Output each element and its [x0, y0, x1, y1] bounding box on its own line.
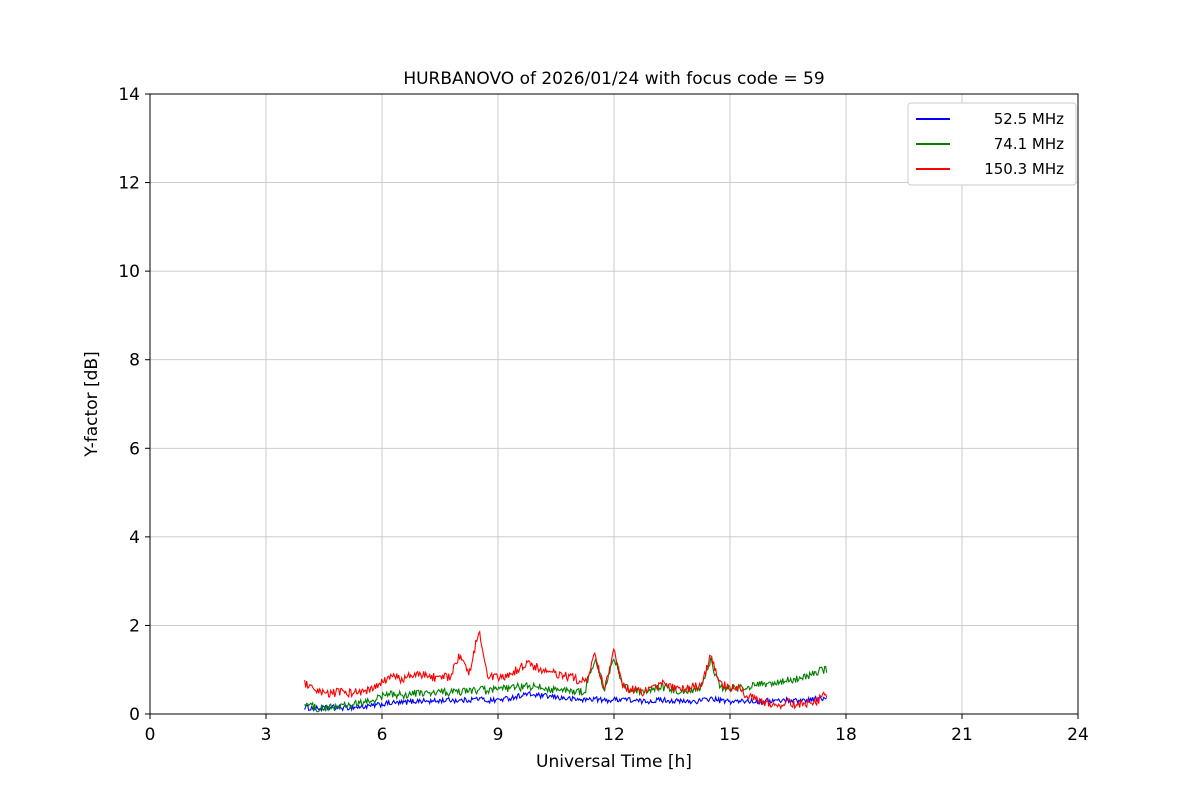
y-tick-label: 8 [129, 351, 140, 371]
y-tick-label: 0 [129, 705, 140, 725]
legend-label: 150.3 MHz [984, 160, 1064, 178]
series-line-52-5-mhz [304, 690, 828, 713]
series-layer [304, 629, 828, 713]
x-tick-label: 24 [1067, 725, 1089, 745]
y-tick-label: 14 [118, 85, 140, 105]
grid-layer [149, 93, 1079, 715]
legend-box [907, 102, 1077, 186]
x-tick-label: 3 [261, 725, 272, 745]
series-line-74-1-mhz [304, 656, 828, 713]
y-tick-label: 4 [129, 528, 140, 548]
x-tick-label: 15 [719, 725, 741, 745]
y-axis-label: Y-factor [dB] [82, 351, 102, 457]
y-tick-label: 6 [129, 439, 140, 459]
y-tick-label: 12 [118, 174, 140, 194]
x-tick-label: 18 [835, 725, 857, 745]
x-tick-label: 6 [377, 725, 388, 745]
chart-title: HURBANOVO of 2026/01/24 with focus code … [403, 69, 824, 89]
legend-label: 52.5 MHz [994, 110, 1064, 128]
x-tick-label: 21 [951, 725, 973, 745]
y-tick-label: 2 [129, 616, 140, 636]
series-line-150-3-mhz [304, 629, 828, 710]
x-tick-label: 0 [145, 725, 156, 745]
legend-label: 74.1 MHz [994, 135, 1064, 153]
x-tick-label: 9 [493, 725, 504, 745]
x-tick-label: 12 [603, 725, 625, 745]
y-tick-label: 10 [118, 262, 140, 282]
legend: 52.5 MHz 74.1 MHz 150.3 MHz [907, 102, 1077, 186]
x-axis-label: Universal Time [h] [536, 752, 692, 772]
